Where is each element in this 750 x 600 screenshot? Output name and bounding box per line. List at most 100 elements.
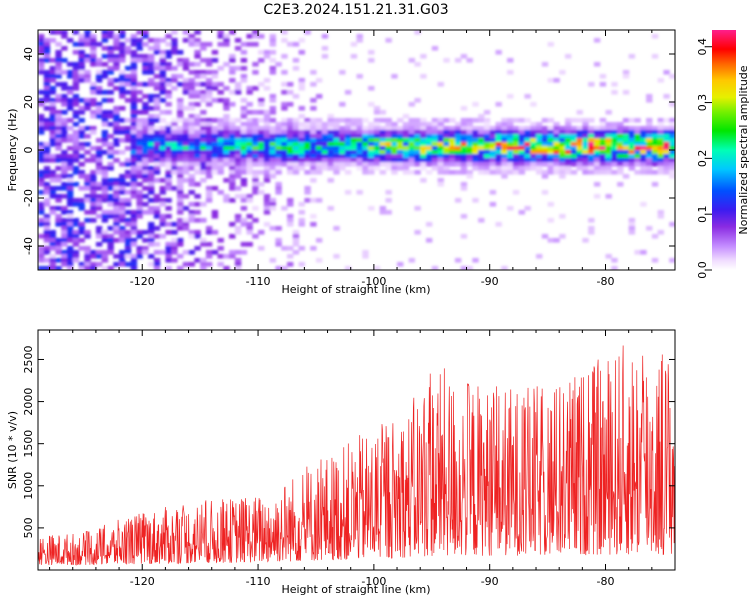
heatmap-cell <box>90 110 97 115</box>
heatmap-cell <box>38 158 45 163</box>
heatmap-cell <box>136 134 143 139</box>
heatmap-cell <box>373 126 381 131</box>
heatmap-cell <box>431 126 439 131</box>
heatmap-cell <box>634 170 641 175</box>
heatmap-cell <box>211 170 219 175</box>
heatmap-cell <box>460 134 468 139</box>
heatmap-cell <box>49 170 56 175</box>
heatmap-cell <box>61 82 68 87</box>
heatmap-cell <box>107 250 114 255</box>
heatmap-cell <box>234 134 242 139</box>
heatmap-cell <box>107 46 114 51</box>
heatmap-cell <box>576 162 583 167</box>
heatmap-cell <box>408 170 416 175</box>
heatmap-cell <box>176 158 184 163</box>
heatmap-cell <box>640 154 647 159</box>
heatmap-cell <box>159 130 166 135</box>
heatmap-cell <box>95 42 103 47</box>
heatmap-cell <box>205 250 213 255</box>
heatmap-cell <box>258 50 265 55</box>
heatmap-cell <box>437 166 444 171</box>
heatmap-cell <box>559 162 566 167</box>
heatmap-cell <box>240 162 248 167</box>
heatmap-cell <box>292 250 300 255</box>
heatmap-cell <box>61 182 68 187</box>
heatmap-cell <box>315 158 323 163</box>
heatmap-cell <box>344 154 352 159</box>
heatmap-cell <box>136 158 143 163</box>
heatmap-cell <box>43 146 51 151</box>
heatmap-cell <box>61 242 68 247</box>
heatmap-cell <box>43 202 51 207</box>
heatmap-cell <box>153 62 161 67</box>
heatmap-cell <box>559 70 566 75</box>
heatmap-cell <box>605 194 612 199</box>
heatmap-cell <box>373 162 381 167</box>
heatmap-cell <box>449 162 456 167</box>
heatmap-cell <box>397 130 404 135</box>
heatmap-cell <box>136 118 143 123</box>
heatmap-cell <box>61 70 68 75</box>
heatmap-cell <box>402 150 410 155</box>
heatmap-cell <box>431 46 439 51</box>
heatmap-cell <box>269 258 277 263</box>
heatmap-cell <box>136 58 143 63</box>
heatmap-cell <box>130 182 138 187</box>
heatmap-cell <box>263 114 271 119</box>
heatmap-cell <box>553 78 560 83</box>
heatmap-cell <box>142 202 149 207</box>
heatmap-cell <box>333 166 340 171</box>
heatmap-cell <box>136 170 143 175</box>
heatmap-cell <box>617 158 624 163</box>
heatmap-cell <box>420 178 427 183</box>
heatmap-cell <box>211 150 219 155</box>
heatmap-cell <box>310 146 317 151</box>
heatmap-cell <box>373 122 381 127</box>
heatmap-cell <box>501 130 508 135</box>
heatmap-cell <box>165 154 172 159</box>
heatmap-cell <box>634 146 641 151</box>
heatmap-cell <box>547 126 554 131</box>
heatmap-cell <box>95 106 103 111</box>
heatmap-cell <box>217 262 224 267</box>
heatmap-cell <box>657 138 665 143</box>
heatmap-cell <box>90 102 97 107</box>
heatmap-cell <box>327 126 334 131</box>
heatmap-cell <box>188 114 195 119</box>
heatmap-cell <box>66 162 74 167</box>
heatmap-cell <box>443 130 450 135</box>
heatmap-cell <box>234 66 242 71</box>
heatmap-cell <box>223 122 230 127</box>
heatmap-cell <box>408 118 416 123</box>
heatmap-cell <box>107 122 114 127</box>
heatmap-cell <box>512 138 520 143</box>
heatmap-cell <box>628 54 636 59</box>
heatmap-cell <box>49 114 56 119</box>
heatmap-cell <box>454 154 462 159</box>
heatmap-cell <box>287 130 294 135</box>
heatmap-cell <box>234 194 242 199</box>
heatmap-cell <box>530 122 537 127</box>
heatmap-cell <box>593 126 601 131</box>
heatmap-cell <box>84 198 91 203</box>
heatmap-cell <box>72 74 80 79</box>
heatmap-cell <box>368 154 375 159</box>
heatmap-cell <box>211 158 219 163</box>
heatmap-cell <box>449 170 456 175</box>
heatmap-cell <box>501 134 508 139</box>
heatmap-cell <box>148 170 155 175</box>
heatmap-cell <box>478 138 485 143</box>
heatmap-cell <box>55 158 62 163</box>
heatmap-cell <box>588 154 595 159</box>
heatmap-cell <box>55 74 62 79</box>
heatmap-cell <box>188 138 195 143</box>
heatmap-cell <box>420 118 427 123</box>
heatmap-cell <box>234 142 242 147</box>
heatmap-cell <box>547 218 554 223</box>
heatmap-cell <box>223 42 230 47</box>
heatmap-cell <box>524 162 531 167</box>
heatmap-cell <box>153 250 161 255</box>
heatmap-cell <box>223 178 230 183</box>
heatmap-cell <box>402 142 410 147</box>
heatmap-cell <box>310 154 317 159</box>
